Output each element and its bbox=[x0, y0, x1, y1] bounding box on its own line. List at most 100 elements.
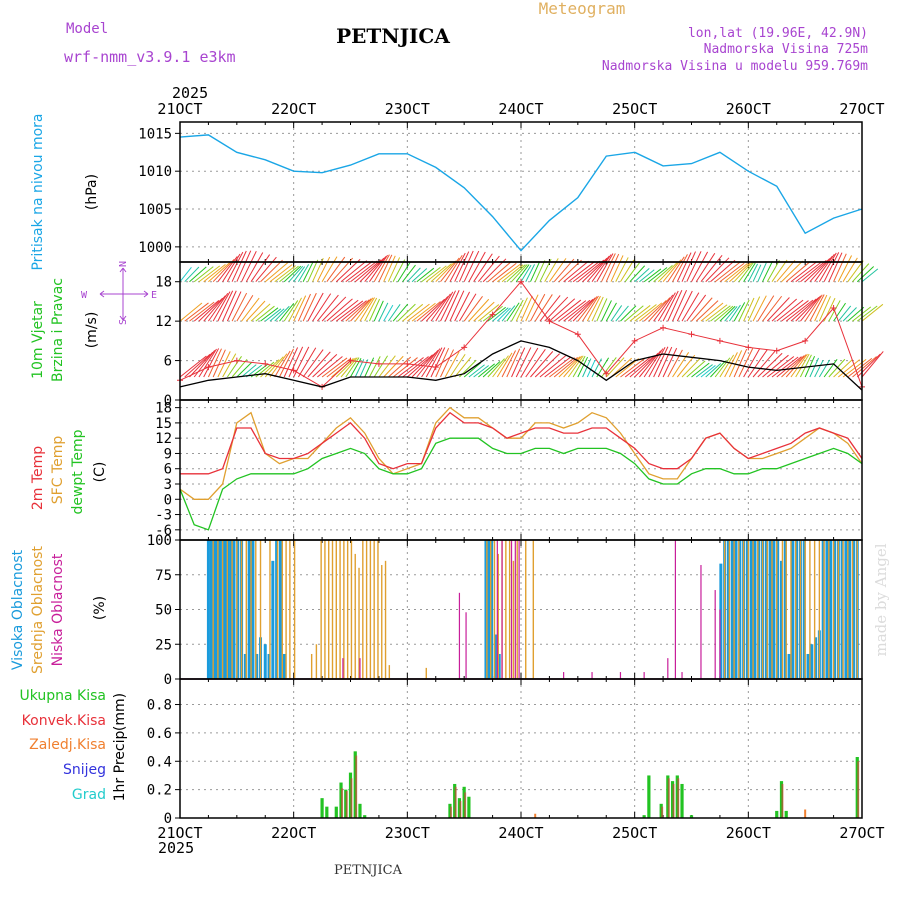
wind-arrow bbox=[506, 348, 521, 378]
cloud-bar bbox=[791, 540, 795, 679]
wind-arrow bbox=[449, 353, 466, 378]
wind-arrow bbox=[378, 254, 393, 282]
precip-bar bbox=[334, 806, 338, 818]
wind-arrow bbox=[421, 348, 441, 378]
wind-arrow bbox=[558, 259, 582, 283]
y-tick-label: 15 bbox=[155, 416, 172, 432]
cloud-bar bbox=[753, 540, 757, 679]
wind-arrow bbox=[710, 360, 727, 378]
y-tick-label: 9 bbox=[164, 446, 172, 462]
wind-arrow bbox=[530, 293, 546, 322]
wind-arrow bbox=[667, 349, 683, 378]
wind-arrow bbox=[245, 300, 266, 322]
cloud-bar bbox=[275, 540, 279, 679]
wind-arrow bbox=[368, 298, 381, 322]
precip-bar bbox=[464, 792, 467, 818]
wind-arrow bbox=[738, 348, 754, 378]
wind-arrow bbox=[766, 260, 780, 282]
wind-arrow bbox=[833, 253, 847, 282]
wind-arrow bbox=[212, 349, 226, 378]
wind-arrow bbox=[392, 259, 406, 282]
cloud-bar bbox=[730, 540, 734, 679]
wind-arrow bbox=[662, 290, 679, 322]
wind-arrow bbox=[534, 260, 546, 282]
wind-arrow bbox=[795, 353, 810, 378]
wind-arrow bbox=[520, 295, 533, 322]
cloud-bar bbox=[271, 560, 275, 679]
wind-arrow bbox=[497, 263, 521, 283]
wind-arrow bbox=[539, 355, 566, 378]
wind-arrow bbox=[335, 300, 364, 322]
wind-arrow bbox=[283, 265, 302, 283]
wind-arrow bbox=[302, 292, 317, 322]
wind-arrow bbox=[681, 251, 696, 282]
precip-bar bbox=[672, 783, 675, 818]
wind-arrow bbox=[620, 305, 637, 322]
wind-arrow bbox=[686, 251, 702, 282]
wind-arrow bbox=[729, 262, 751, 283]
wind-arrow bbox=[236, 295, 254, 322]
wind-arrow bbox=[430, 263, 452, 283]
wind-arrow bbox=[733, 348, 748, 378]
wind-arrow bbox=[714, 261, 741, 283]
wind-arrow bbox=[378, 355, 396, 378]
precip-bar bbox=[775, 810, 779, 818]
wind-arrow bbox=[222, 353, 237, 378]
wind-arrow bbox=[208, 261, 231, 283]
pressure-title: Pritisak na nivou mora bbox=[30, 113, 46, 270]
wind-arrow bbox=[307, 351, 331, 378]
cloud-bar bbox=[215, 540, 219, 679]
wind-arrow bbox=[189, 351, 214, 378]
wind-arrow bbox=[501, 305, 516, 322]
wind-arrow bbox=[847, 306, 865, 322]
wind-arrow bbox=[856, 266, 875, 283]
cloud-mid-bars bbox=[212, 540, 858, 679]
y-tick-label: 6 bbox=[164, 354, 172, 370]
wind-arrow bbox=[321, 357, 348, 378]
wind-arrow bbox=[667, 289, 683, 322]
wind-arrow bbox=[624, 262, 640, 283]
wind-arrow bbox=[563, 260, 589, 283]
wind-arrow bbox=[629, 305, 651, 322]
wind-arrow bbox=[653, 294, 674, 322]
wind-arrow bbox=[738, 262, 754, 283]
wind-arrow bbox=[492, 262, 517, 283]
wind-arrow bbox=[179, 266, 192, 283]
wind-arrow bbox=[203, 295, 226, 322]
top-date-label: 25OCT bbox=[612, 100, 657, 118]
y-tick-label: -3 bbox=[155, 508, 172, 524]
y-tick-label: 0.8 bbox=[147, 698, 172, 714]
panel-pressure: 1000 1005 1010 1015 bbox=[138, 122, 863, 262]
precip-bar bbox=[689, 815, 694, 818]
wind-arrow bbox=[804, 294, 823, 322]
wind-arrow bbox=[676, 252, 692, 282]
wind-arrow bbox=[828, 252, 843, 282]
wind-subtitle: Brzina i Pravac bbox=[50, 278, 66, 382]
y-tick-label: 1000 bbox=[138, 240, 172, 256]
wind-arrow bbox=[217, 351, 231, 378]
model-elevation-label: Nadmorska Visina u modelu 959.769m bbox=[602, 59, 868, 74]
wind-arrow bbox=[577, 296, 598, 322]
wind-arrow bbox=[818, 359, 831, 378]
wind-arrow bbox=[530, 351, 554, 378]
bottom-date-label: 25OCT bbox=[612, 824, 657, 842]
cloud-bar bbox=[829, 540, 833, 679]
wind-arrow bbox=[515, 264, 530, 283]
wind-arrow bbox=[615, 305, 629, 322]
y-tick-label: 6 bbox=[164, 462, 172, 478]
wind-arrow bbox=[316, 256, 331, 282]
cloud-bar bbox=[223, 540, 227, 679]
cloud-bar bbox=[484, 540, 488, 679]
year-top: 2025 bbox=[172, 84, 208, 102]
wind-arrow bbox=[724, 306, 738, 322]
wind-arrow bbox=[790, 261, 817, 283]
wind-arrow bbox=[790, 298, 817, 322]
wind-arrow bbox=[269, 264, 293, 283]
wind-arrow bbox=[733, 262, 753, 283]
wind-arrow bbox=[586, 255, 610, 283]
wind-arrow bbox=[288, 297, 302, 322]
cloud-bar bbox=[226, 540, 230, 679]
wind-arrow bbox=[222, 253, 241, 282]
cloud-bar bbox=[493, 634, 497, 679]
gust-marker bbox=[262, 360, 269, 367]
